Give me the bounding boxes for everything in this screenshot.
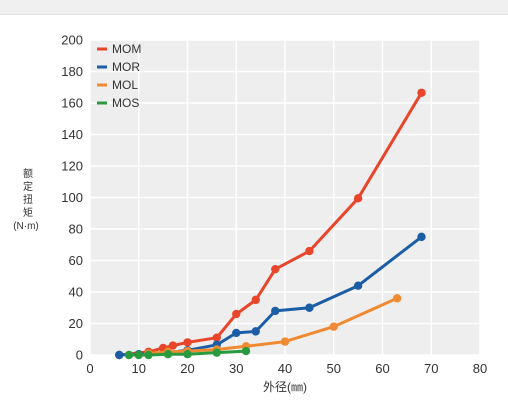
legend-label-mos: MOS [112, 96, 139, 110]
y-tick-label: 80 [69, 222, 83, 237]
data-point-mor [115, 350, 124, 360]
data-point-mol [329, 322, 338, 331]
x-tick-label: 0 [86, 361, 93, 376]
data-point-mos [124, 350, 134, 360]
y-tick-label: 40 [69, 285, 83, 300]
y-tick-label: 0 [76, 348, 83, 363]
data-point-mom [232, 309, 241, 319]
y-tick-label: 120 [61, 159, 83, 174]
data-point-mos [163, 350, 173, 359]
data-point-mor [271, 306, 280, 316]
data-point-mom [417, 88, 426, 97]
x-axis-label: 外径(㎜) [263, 380, 307, 394]
y-axis-label-unit: (N·m) [13, 221, 39, 232]
x-tick-label: 30 [229, 361, 243, 376]
x-tick-label: 20 [180, 361, 194, 376]
y-axis-label: 额 定 扭 矩 (N·m) [13, 167, 39, 232]
y-axis-ticks: 0 20 40 60 80 100 120 140 160 180 200 [61, 33, 83, 363]
data-point-mom [183, 338, 192, 347]
y-tick-label: 160 [61, 96, 83, 111]
y-axis-label-char: 额 [23, 167, 33, 180]
data-point-mos [144, 350, 153, 360]
series-mos [124, 346, 251, 360]
data-point-mos [241, 346, 251, 356]
y-axis-label-char: 矩 [23, 206, 33, 219]
x-tick-label: 40 [278, 361, 292, 376]
x-tick-label: 50 [327, 361, 341, 376]
y-tick-label: 100 [61, 190, 83, 205]
data-point-mom [251, 295, 260, 305]
data-point-mor [232, 328, 241, 338]
legend-label-mol: MOL [112, 78, 138, 92]
y-axis-label-char: 扭 [23, 193, 33, 206]
data-point-mol [280, 337, 290, 346]
data-point-mom [271, 264, 280, 274]
x-tick-label: 80 [473, 361, 487, 376]
data-point-mos [134, 350, 143, 360]
top-bar [0, 0, 508, 15]
x-tick-label: 60 [375, 361, 389, 376]
legend: MOM MOR MOL MOS [97, 42, 141, 110]
y-tick-label: 140 [61, 127, 83, 142]
data-point-mom [353, 194, 363, 203]
data-point-mos [212, 348, 221, 357]
x-tick-label: 10 [132, 361, 146, 376]
y-tick-label: 200 [61, 33, 83, 48]
data-point-mom [305, 246, 314, 256]
y-axis-label-char: 定 [23, 180, 33, 193]
x-axis-ticks: 0 10 20 30 40 50 60 70 80 [86, 361, 487, 376]
data-point-mor [417, 232, 426, 242]
data-point-mos [183, 350, 192, 359]
y-tick-label: 180 [61, 64, 83, 79]
y-tick-label: 20 [69, 316, 83, 331]
data-point-mom [168, 341, 178, 350]
series-group [115, 88, 426, 360]
data-point-mom [212, 333, 221, 342]
data-point-mor [353, 281, 363, 290]
data-point-mor [251, 327, 260, 336]
legend-label-mor: MOR [112, 60, 140, 74]
legend-label-mom: MOM [112, 42, 141, 56]
data-point-mor [305, 303, 314, 312]
x-tick-label: 70 [424, 361, 438, 376]
data-point-mol [392, 294, 402, 303]
y-tick-label: 60 [69, 253, 83, 268]
